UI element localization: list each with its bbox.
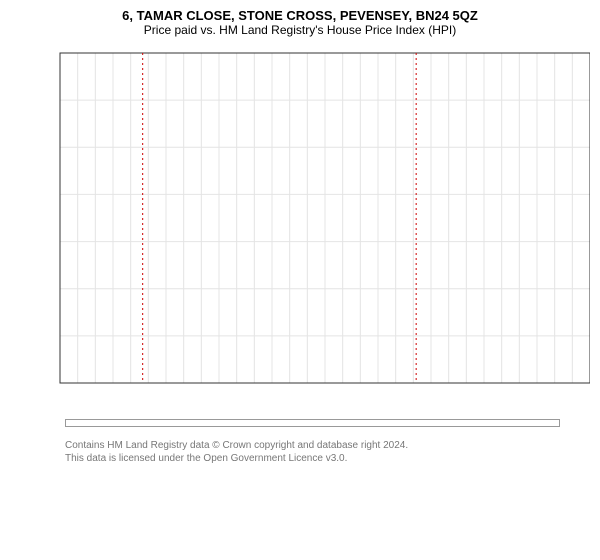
footnote: Contains HM Land Registry data © Crown c… bbox=[65, 439, 590, 465]
legend bbox=[65, 419, 560, 427]
chart-subtitle: Price paid vs. HM Land Registry's House … bbox=[10, 23, 590, 37]
line-chart bbox=[10, 43, 590, 388]
footnote-line: Contains HM Land Registry data © Crown c… bbox=[65, 439, 590, 452]
footnote-line: This data is licensed under the Open Gov… bbox=[65, 452, 590, 465]
chart-title: 6, TAMAR CLOSE, STONE CROSS, PEVENSEY, B… bbox=[10, 8, 590, 23]
chart-area bbox=[10, 43, 590, 413]
